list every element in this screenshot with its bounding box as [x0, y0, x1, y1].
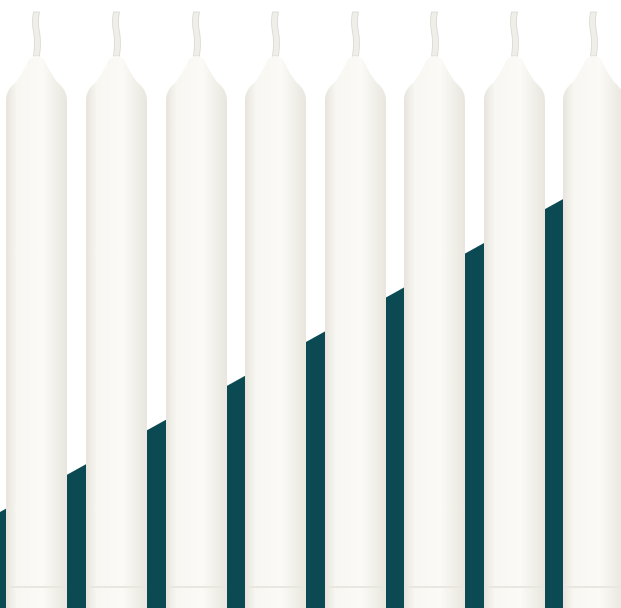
- wick: [271, 11, 280, 57]
- wick: [589, 11, 598, 57]
- wick: [192, 11, 201, 57]
- candle-body: [86, 56, 147, 608]
- wick: [510, 11, 519, 57]
- candle-base-ring: [88, 586, 145, 588]
- wick: [112, 11, 121, 57]
- candle-6: [404, 11, 465, 608]
- candle-base-ring: [486, 586, 543, 588]
- candle-base-ring: [8, 586, 65, 588]
- candle-body: [484, 56, 545, 608]
- wick: [430, 11, 439, 57]
- candle-8: [563, 11, 621, 608]
- wick: [32, 11, 41, 57]
- candle-4: [245, 11, 306, 608]
- candle-1: [6, 11, 67, 608]
- candle-2: [86, 11, 147, 608]
- candle-body: [6, 56, 67, 608]
- candle-body: [245, 56, 306, 608]
- candle-body: [325, 56, 386, 608]
- candle-5: [325, 11, 386, 608]
- candle-base-ring: [565, 586, 621, 588]
- teal-stepped-band: [0, 186, 621, 608]
- candle-base-ring: [247, 586, 304, 588]
- candle-3: [166, 11, 227, 608]
- candle-body: [166, 56, 227, 608]
- candle-base-ring: [168, 586, 225, 588]
- candle-body: [404, 56, 465, 608]
- candles-row: [6, 11, 621, 608]
- candle-base-ring: [327, 586, 384, 588]
- candle-base-ring: [406, 586, 463, 588]
- candle-body: [563, 56, 621, 608]
- wick: [351, 11, 360, 57]
- candle-7: [484, 11, 545, 608]
